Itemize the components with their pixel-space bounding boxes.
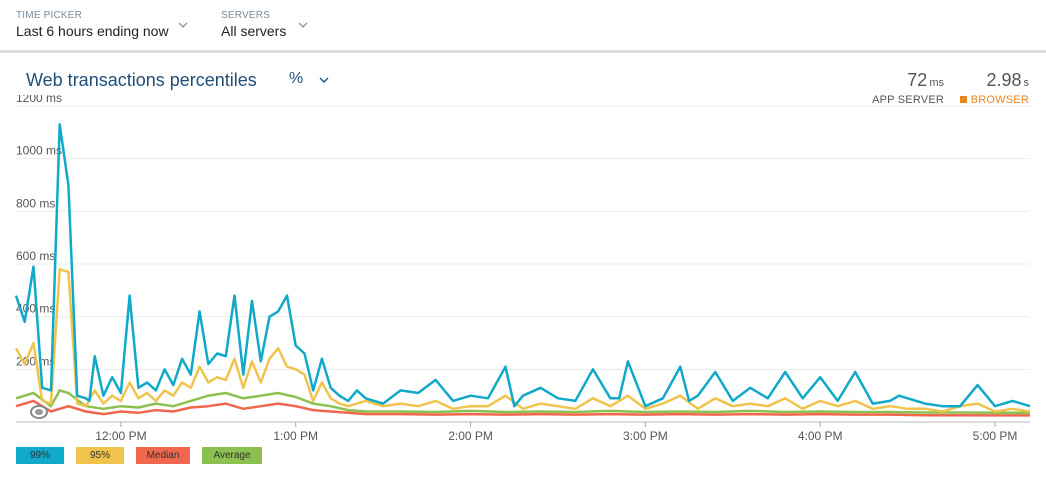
y-tick-label: 1000 ms <box>16 144 62 158</box>
x-tick-label: 12:00 PM <box>95 429 146 443</box>
legend-item[interactable]: 99% <box>16 447 64 464</box>
x-tick-label: 3:00 PM <box>623 429 668 443</box>
chart-title: Web transactions percentiles <box>26 70 257 90</box>
series-line-99pct <box>14 123 1031 408</box>
servers-picker[interactable]: SERVERS All servers <box>221 10 321 39</box>
legend-item[interactable]: 95% <box>76 447 124 464</box>
browser-unit: s <box>1023 77 1030 89</box>
servers-value: All servers <box>221 23 287 39</box>
browser-metric: 2.98 s BROWSER <box>959 70 1030 106</box>
y-tick-label: 600 ms <box>16 249 55 263</box>
browser-value: 2.98 <box>986 70 1022 90</box>
servers-label: SERVERS <box>221 10 271 21</box>
series-line-95pct <box>14 268 1031 413</box>
x-axis: 12:00 PM 1:00 PM 2:00 PM 3:00 PM 4:00 PM 5:00… <box>95 422 1017 443</box>
browser-label-text: BROWSER <box>970 94 1029 106</box>
scrubber-handle[interactable] <box>30 405 48 419</box>
series-line-average <box>15 389 1030 415</box>
scrubber-dot <box>35 409 43 415</box>
time-picker-label: TIME PICKER <box>16 10 83 21</box>
browser-label: BROWSER <box>959 94 1029 106</box>
x-tick-label: 4:00 PM <box>798 429 843 443</box>
legend-item[interactable]: Average <box>202 447 262 464</box>
series-line-median <box>15 399 1030 417</box>
y-tick-label: 800 ms <box>16 196 55 210</box>
series-lines <box>14 123 1031 417</box>
x-tick-label: 5:00 PM <box>973 429 1018 443</box>
time-picker[interactable]: TIME PICKER Last 6 hours ending now <box>16 10 196 39</box>
chevron-down-icon <box>178 22 188 28</box>
y-tick-label: 1200 ms <box>16 95 62 105</box>
browser-swatch-icon <box>959 96 967 103</box>
x-tick-label: 2:00 PM <box>448 429 493 443</box>
app-server-value: 72 <box>907 70 928 90</box>
x-tick-label: 1:00 PM <box>273 429 318 443</box>
app-server-metric: 72 ms APP SERVER <box>872 70 944 106</box>
unit-toggle[interactable]: % <box>289 70 304 87</box>
app-server-label: APP SERVER <box>872 94 944 106</box>
filter-bar: TIME PICKER Last 6 hours ending now SERV… <box>0 0 1046 53</box>
time-picker-value: Last 6 hours ending now <box>16 23 169 39</box>
legend-item[interactable]: Median <box>136 447 190 464</box>
chevron-down-icon[interactable] <box>318 74 330 86</box>
app-server-unit: ms <box>929 77 944 89</box>
chevron-down-icon <box>298 22 308 28</box>
grid <box>16 105 1030 423</box>
